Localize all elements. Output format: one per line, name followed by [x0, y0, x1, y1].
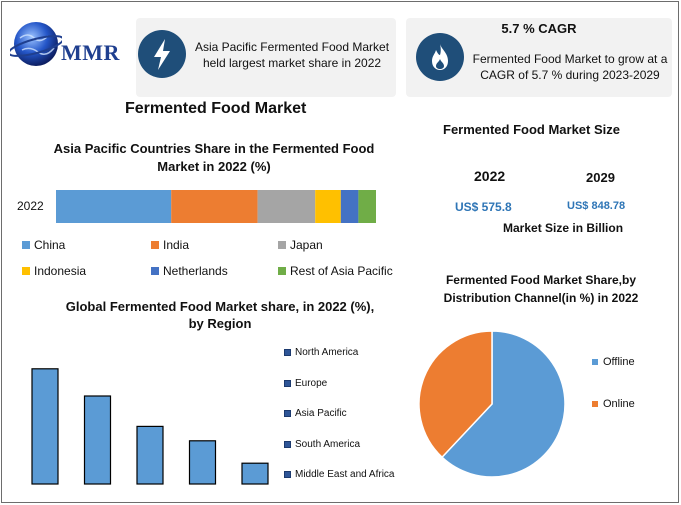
legend-swatch — [592, 401, 598, 407]
pie-slice-online — [418, 330, 493, 459]
legend-item-netherlands: Netherlands — [151, 264, 228, 278]
legend-swatch — [284, 471, 291, 478]
region-bar-south-america — [188, 440, 217, 485]
legend-label: Middle East and Africa — [295, 469, 395, 480]
market-size-unit: Market Size in Billion — [503, 221, 624, 235]
pie-legend-offline: Offline — [592, 356, 635, 368]
legend-label: Asia Pacific — [295, 408, 347, 419]
stack-segment-rest-of-asia-pacific — [358, 190, 376, 223]
asia-chart-title: Asia Pacific Countries Share in the Ferm… — [53, 141, 375, 174]
region-bar-asia-pacific — [136, 425, 164, 485]
asia-chart-legend: China India Japan Indonesia Netherlands Rest … — [22, 238, 402, 278]
region-bar-chart — [31, 368, 269, 485]
legend-label: China — [34, 238, 66, 252]
cagr-card: 5.7 % CAGR Fermented Food Market to grow… — [406, 18, 672, 97]
legend-swatch — [592, 359, 598, 365]
globe-icon — [7, 22, 65, 66]
distribution-pie-chart — [418, 330, 566, 478]
legend-swatch — [278, 241, 286, 249]
legend-swatch — [151, 267, 159, 275]
pie-chart-legend: Offline Online — [592, 356, 672, 416]
region-legend-south-america: South America — [284, 439, 360, 450]
market-size-2029-value: US$ 848.78 — [567, 200, 626, 212]
stack-segment-japan — [257, 190, 316, 223]
market-size-2022-value: US$ 575.8 — [455, 200, 512, 214]
legend-label: Indonesia — [34, 264, 87, 278]
region-bar-north-america — [31, 368, 59, 485]
region-chart-legend: North America Europe Asia Pacific South Ame… — [284, 344, 404, 494]
legend-label: Rest of Asia Pacific — [290, 264, 393, 278]
legend-label: Japan — [290, 238, 323, 252]
asia-pacific-card-text: Asia Pacific Fermented Food Market held … — [194, 40, 390, 70]
legend-label: Europe — [295, 377, 328, 389]
legend-label: North America — [295, 347, 359, 358]
stack-segment-netherlands — [340, 190, 359, 223]
asia-pacific-card: Asia Pacific Fermented Food Market held … — [136, 18, 396, 97]
legend-swatch — [22, 267, 30, 275]
legend-item-india: India — [151, 238, 189, 252]
stack-segment-china — [56, 190, 172, 223]
pie-legend-online: Online — [592, 398, 635, 410]
region-bar-middle-east-and-africa — [241, 462, 269, 485]
region-legend-europe: Europe — [284, 378, 327, 389]
legend-swatch — [284, 379, 291, 387]
region-bar-europe — [83, 395, 112, 485]
legend-label: South America — [295, 438, 361, 450]
region-chart-title: Global Fermented Food Market share, in 2… — [65, 299, 375, 331]
legend-item-china: China — [22, 238, 65, 252]
page-title: Fermented Food Market — [125, 100, 307, 117]
legend-label: Netherlands — [163, 264, 228, 278]
mmr-logo: MMR — [7, 18, 132, 70]
pie-chart-title: Fermented Food Market Share,by Distribut… — [443, 273, 639, 305]
asia-stacked-bar-chart — [56, 190, 376, 223]
legend-item-japan: Japan — [278, 238, 323, 252]
legend-swatch — [151, 241, 159, 249]
region-legend-north-america: North America — [284, 347, 358, 358]
logo-text: MMR — [61, 40, 120, 65]
stack-segment-indonesia — [315, 190, 341, 223]
stack-category-label: 2022 — [17, 199, 44, 213]
stack-segment-india — [171, 190, 258, 223]
cagr-title: 5.7 % CAGR — [501, 21, 577, 36]
flame-icon — [416, 33, 464, 81]
year-2029-label: 2029 — [586, 170, 615, 185]
region-legend-middle-east-and-africa: Middle East and Africa — [284, 469, 395, 480]
legend-swatch — [22, 241, 30, 249]
legend-swatch — [284, 410, 291, 417]
legend-label: Offline — [603, 356, 635, 368]
legend-swatch — [284, 349, 291, 356]
legend-item-indonesia: Indonesia — [22, 264, 86, 278]
market-size-title: Fermented Food Market Size — [443, 122, 620, 137]
legend-swatch — [284, 440, 291, 448]
cagr-text: Fermented Food Market to grow at a CAGR … — [472, 52, 668, 82]
lightning-icon — [138, 30, 186, 78]
year-2022-label: 2022 — [474, 168, 506, 184]
legend-swatch — [278, 267, 286, 275]
region-legend-asia-pacific: Asia Pacific — [284, 408, 347, 419]
legend-label: India — [163, 238, 190, 252]
pie-slice-offline — [440, 330, 566, 478]
legend-label: Online — [603, 398, 635, 410]
legend-item-rest-of-asia-pacific: Rest of Asia Pacific — [278, 264, 393, 278]
